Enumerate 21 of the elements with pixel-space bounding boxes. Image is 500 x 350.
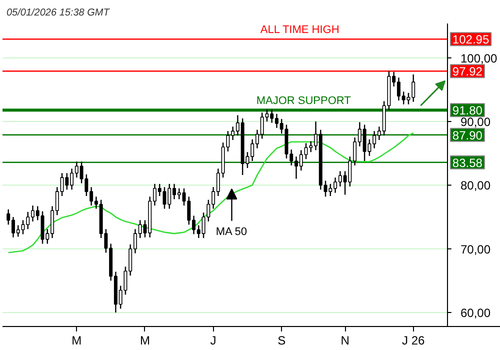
y-tick-label: 100,00: [460, 51, 498, 66]
ref-line-label: 83.58: [452, 156, 483, 170]
x-tick-label: N: [340, 334, 350, 348]
ref-line-label: 102.95: [452, 32, 490, 47]
y-tick-label: 80,00: [460, 178, 491, 193]
ref-line-label: 97.92: [452, 64, 483, 79]
annotation: MAJOR SUPPORT: [256, 95, 352, 108]
annotation: MA 50: [216, 226, 248, 238]
ref-line-label: 91.80: [452, 104, 483, 118]
chart-title: 05/01/2026 15:38 GMT: [6, 8, 110, 18]
ref-line-label: 87.90: [452, 128, 483, 142]
x-tick-label: J: [210, 334, 216, 348]
y-tick-label: 60,00: [460, 306, 491, 320]
x-tick-label: M: [140, 334, 150, 348]
x-tick-label: M: [72, 334, 82, 348]
x-tick-label: J 26: [402, 334, 426, 348]
y-tick-label: 70,00: [460, 242, 491, 256]
annotation: ALL TIME HIGH: [260, 24, 340, 36]
line-series: [8, 132, 414, 254]
y-tick-label: 90,00: [460, 115, 491, 130]
x-tick-label: S: [278, 334, 286, 348]
